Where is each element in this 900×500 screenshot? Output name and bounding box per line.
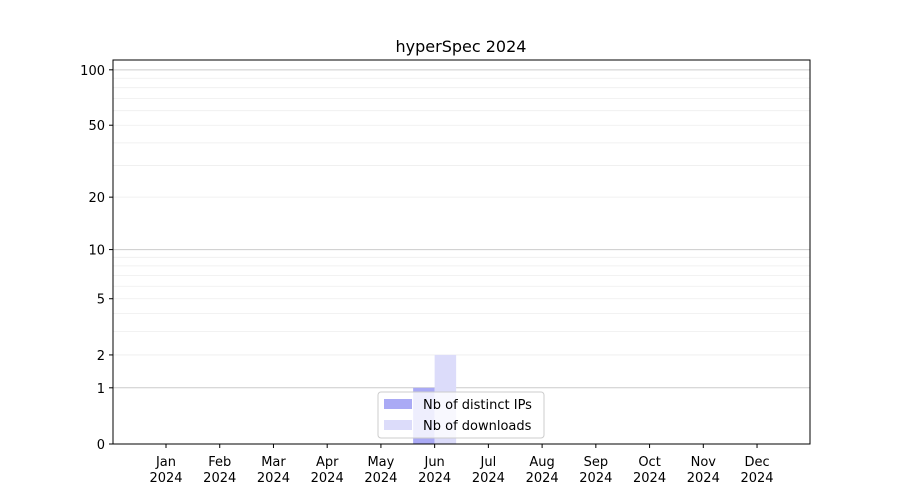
- x-tick-label: 2024: [149, 471, 182, 486]
- x-tick-label: 2024: [740, 471, 773, 486]
- x-tick-label: Jan: [155, 455, 176, 470]
- y-tick-label: 0: [97, 438, 105, 453]
- legend-swatch-ips: [384, 399, 412, 409]
- x-tick-label: Jul: [480, 455, 497, 470]
- x-tick-label: 2024: [633, 471, 666, 486]
- x-tick-label: May: [367, 455, 394, 470]
- y-tick-label: 20: [88, 191, 105, 206]
- x-tick-label: Aug: [529, 455, 554, 470]
- legend-label-ips: Nb of distinct IPs: [423, 398, 532, 413]
- y-tick-label: 50: [88, 119, 105, 134]
- x-tick-label: Sep: [584, 455, 609, 470]
- y-tick-label: 1: [97, 382, 105, 397]
- x-tick-label: 2024: [364, 471, 397, 486]
- x-tick-label: 2024: [418, 471, 451, 486]
- y-tick-label: 10: [88, 244, 105, 259]
- legend: Nb of distinct IPs Nb of downloads: [377, 391, 545, 439]
- x-axis: Jan2024Feb2024Mar2024Apr2024May2024Jun20…: [149, 444, 774, 486]
- x-tick-label: Mar: [261, 455, 286, 470]
- x-tick-label: Feb: [208, 455, 231, 470]
- x-tick-label: 2024: [311, 471, 344, 486]
- y-tick-label: 2: [97, 349, 105, 364]
- x-tick-label: 2024: [257, 471, 290, 486]
- y-axis: 0 1 2 5 10 20 50 100: [80, 64, 113, 453]
- x-tick-label: Oct: [638, 455, 660, 470]
- plot-frame: [112, 59, 811, 445]
- x-tick-label: 2024: [203, 471, 236, 486]
- x-tick-label: Nov: [691, 455, 717, 470]
- x-tick-label: Apr: [316, 455, 339, 470]
- x-tick-label: 2024: [579, 471, 612, 486]
- chart-title: hyperSpec 2024: [396, 37, 527, 56]
- legend-box: [377, 391, 545, 439]
- x-tick-label: 2024: [472, 471, 505, 486]
- legend-swatch-downloads: [384, 420, 412, 430]
- grid: [113, 69, 810, 389]
- x-tick-label: 2024: [687, 471, 720, 486]
- y-tick-label: 100: [80, 64, 105, 79]
- x-tick-label: Jun: [423, 455, 444, 470]
- x-tick-label: 2024: [526, 471, 559, 486]
- legend-label-downloads: Nb of downloads: [423, 419, 532, 434]
- y-tick-label: 5: [97, 293, 105, 308]
- x-tick-label: Dec: [744, 455, 769, 470]
